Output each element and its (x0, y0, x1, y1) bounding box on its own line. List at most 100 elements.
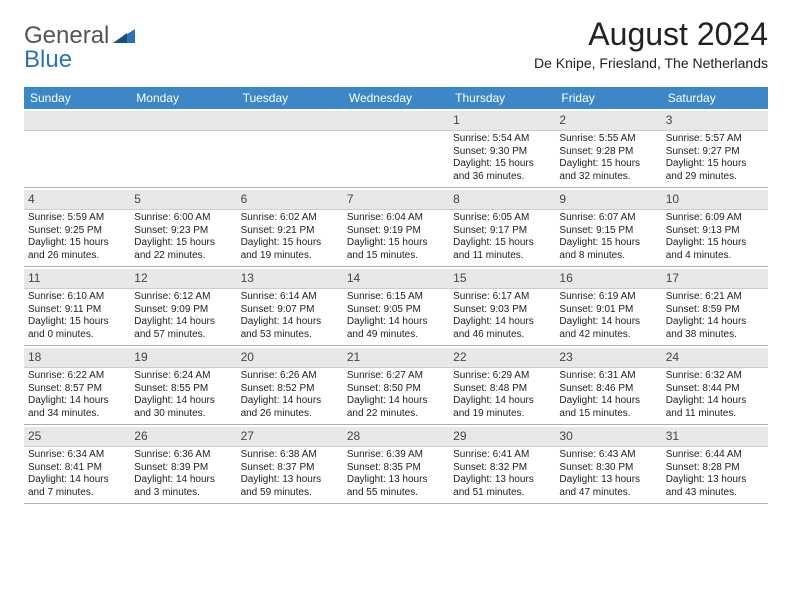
sunrise-text: Sunrise: 6:15 AM (347, 291, 445, 304)
sunset-text: Sunset: 9:09 PM (134, 304, 232, 317)
sunrise-text: Sunrise: 6:43 AM (559, 449, 657, 462)
sunset-text: Sunset: 9:30 PM (453, 146, 551, 159)
daylight-line1: Daylight: 15 hours (559, 237, 657, 250)
day-number: 8 (449, 190, 555, 210)
sunrise-text: Sunrise: 6:44 AM (666, 449, 764, 462)
sunset-text: Sunset: 9:17 PM (453, 225, 551, 238)
sunset-text: Sunset: 9:27 PM (666, 146, 764, 159)
daylight-line1: Daylight: 15 hours (453, 158, 551, 171)
daylight-line1: Daylight: 14 hours (241, 395, 339, 408)
daylight-line2: and 36 minutes. (453, 171, 551, 184)
daylight-line1: Daylight: 14 hours (666, 395, 764, 408)
day-cell: 28Sunrise: 6:39 AMSunset: 8:35 PMDayligh… (343, 425, 449, 503)
sunrise-text: Sunrise: 6:34 AM (28, 449, 126, 462)
day-number: 13 (237, 269, 343, 289)
daylight-line1: Daylight: 15 hours (559, 158, 657, 171)
daylight-line2: and 59 minutes. (241, 487, 339, 500)
page-title: August 2024 (534, 16, 768, 53)
weeks-container: 1Sunrise: 5:54 AMSunset: 9:30 PMDaylight… (24, 109, 768, 504)
week-row: 4Sunrise: 5:59 AMSunset: 9:25 PMDaylight… (24, 188, 768, 267)
day-number: 7 (343, 190, 449, 210)
day-header-thu: Thursday (449, 87, 555, 109)
daylight-line2: and 43 minutes. (666, 487, 764, 500)
daylight-line2: and 55 minutes. (347, 487, 445, 500)
daylight-line1: Daylight: 14 hours (559, 395, 657, 408)
daylight-line1: Daylight: 15 hours (134, 237, 232, 250)
day-number: 6 (237, 190, 343, 210)
daylight-line2: and 0 minutes. (28, 329, 126, 342)
sunset-text: Sunset: 8:46 PM (559, 383, 657, 396)
sunset-text: Sunset: 9:15 PM (559, 225, 657, 238)
daylight-line1: Daylight: 14 hours (666, 316, 764, 329)
sunset-text: Sunset: 9:13 PM (666, 225, 764, 238)
sunrise-text: Sunrise: 6:24 AM (134, 370, 232, 383)
daylight-line1: Daylight: 13 hours (453, 474, 551, 487)
daylight-line1: Daylight: 14 hours (453, 316, 551, 329)
header: General August 2024 De Knipe, Friesland,… (0, 0, 792, 79)
day-number (130, 111, 236, 131)
day-number: 12 (130, 269, 236, 289)
daylight-line2: and 11 minutes. (453, 250, 551, 263)
daylight-line1: Daylight: 14 hours (453, 395, 551, 408)
daylight-line1: Daylight: 15 hours (28, 237, 126, 250)
day-number: 16 (555, 269, 661, 289)
day-number: 27 (237, 427, 343, 447)
day-cell: 12Sunrise: 6:12 AMSunset: 9:09 PMDayligh… (130, 267, 236, 345)
day-number: 14 (343, 269, 449, 289)
day-cell: 7Sunrise: 6:04 AMSunset: 9:19 PMDaylight… (343, 188, 449, 266)
day-cell (130, 109, 236, 187)
sunset-text: Sunset: 8:44 PM (666, 383, 764, 396)
day-cell: 13Sunrise: 6:14 AMSunset: 9:07 PMDayligh… (237, 267, 343, 345)
sunrise-text: Sunrise: 5:55 AM (559, 133, 657, 146)
day-number: 17 (662, 269, 768, 289)
daylight-line2: and 22 minutes. (347, 408, 445, 421)
daylight-line2: and 42 minutes. (559, 329, 657, 342)
page-subtitle: De Knipe, Friesland, The Netherlands (534, 55, 768, 71)
daylight-line1: Daylight: 15 hours (241, 237, 339, 250)
sunrise-text: Sunrise: 6:10 AM (28, 291, 126, 304)
sunset-text: Sunset: 9:21 PM (241, 225, 339, 238)
daylight-line2: and 38 minutes. (666, 329, 764, 342)
daylight-line1: Daylight: 13 hours (559, 474, 657, 487)
daylight-line1: Daylight: 15 hours (666, 237, 764, 250)
logo-text-blue: Blue (24, 46, 72, 73)
sunset-text: Sunset: 8:32 PM (453, 462, 551, 475)
week-row: 25Sunrise: 6:34 AMSunset: 8:41 PMDayligh… (24, 425, 768, 504)
day-cell: 4Sunrise: 5:59 AMSunset: 9:25 PMDaylight… (24, 188, 130, 266)
daylight-line2: and 30 minutes. (134, 408, 232, 421)
sunrise-text: Sunrise: 6:02 AM (241, 212, 339, 225)
day-header-fri: Friday (555, 87, 661, 109)
daylight-line1: Daylight: 14 hours (241, 316, 339, 329)
sunrise-text: Sunrise: 6:41 AM (453, 449, 551, 462)
sunset-text: Sunset: 9:23 PM (134, 225, 232, 238)
day-cell: 24Sunrise: 6:32 AMSunset: 8:44 PMDayligh… (662, 346, 768, 424)
sunset-text: Sunset: 8:28 PM (666, 462, 764, 475)
day-cell: 5Sunrise: 6:00 AMSunset: 9:23 PMDaylight… (130, 188, 236, 266)
day-header-wed: Wednesday (343, 87, 449, 109)
daylight-line2: and 49 minutes. (347, 329, 445, 342)
day-cell: 20Sunrise: 6:26 AMSunset: 8:52 PMDayligh… (237, 346, 343, 424)
daylight-line1: Daylight: 15 hours (28, 316, 126, 329)
daylight-line2: and 32 minutes. (559, 171, 657, 184)
daylight-line2: and 15 minutes. (559, 408, 657, 421)
day-cell: 27Sunrise: 6:38 AMSunset: 8:37 PMDayligh… (237, 425, 343, 503)
daylight-line1: Daylight: 13 hours (241, 474, 339, 487)
sunset-text: Sunset: 8:59 PM (666, 304, 764, 317)
daylight-line2: and 57 minutes. (134, 329, 232, 342)
sunset-text: Sunset: 8:57 PM (28, 383, 126, 396)
day-number: 4 (24, 190, 130, 210)
day-number (237, 111, 343, 131)
sunrise-text: Sunrise: 6:29 AM (453, 370, 551, 383)
daylight-line1: Daylight: 15 hours (347, 237, 445, 250)
day-cell: 22Sunrise: 6:29 AMSunset: 8:48 PMDayligh… (449, 346, 555, 424)
day-number: 3 (662, 111, 768, 131)
logo-text-blue-wrap: Blue (24, 46, 72, 74)
daylight-line2: and 46 minutes. (453, 329, 551, 342)
day-number: 24 (662, 348, 768, 368)
sunrise-text: Sunrise: 6:38 AM (241, 449, 339, 462)
day-number: 25 (24, 427, 130, 447)
daylight-line1: Daylight: 14 hours (134, 395, 232, 408)
week-row: 18Sunrise: 6:22 AMSunset: 8:57 PMDayligh… (24, 346, 768, 425)
sunset-text: Sunset: 8:52 PM (241, 383, 339, 396)
day-number: 9 (555, 190, 661, 210)
